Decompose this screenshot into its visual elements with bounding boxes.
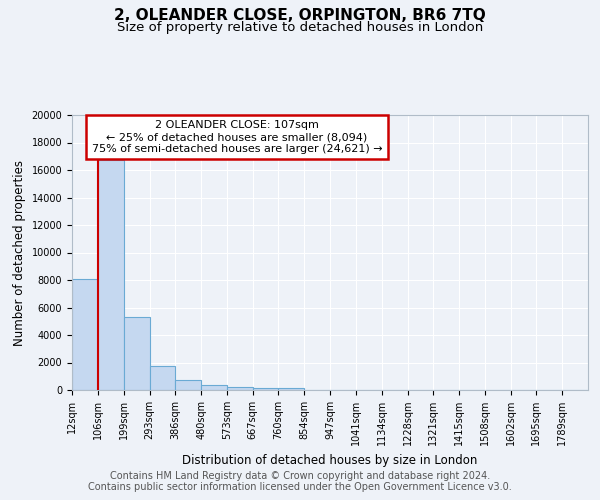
Bar [175,380,201,390]
Bar [98,160,124,390]
Text: 2 OLEANDER CLOSE: 107sqm
← 25% of detached houses are smaller (8,094)
75% of sem: 2 OLEANDER CLOSE: 107sqm ← 25% of detach… [92,120,382,154]
Bar [149,366,175,390]
Bar [253,388,278,390]
Bar [201,386,227,390]
Y-axis label: Number of detached properties: Number of detached properties [13,160,26,346]
Bar [278,388,304,390]
Bar [72,278,98,390]
Bar [227,387,253,390]
Text: Contains HM Land Registry data © Crown copyright and database right 2024.
Contai: Contains HM Land Registry data © Crown c… [88,471,512,492]
X-axis label: Distribution of detached houses by size in London: Distribution of detached houses by size … [182,454,478,466]
Text: Size of property relative to detached houses in London: Size of property relative to detached ho… [117,22,483,35]
Bar [124,317,149,390]
Text: 2, OLEANDER CLOSE, ORPINGTON, BR6 7TQ: 2, OLEANDER CLOSE, ORPINGTON, BR6 7TQ [114,8,486,22]
